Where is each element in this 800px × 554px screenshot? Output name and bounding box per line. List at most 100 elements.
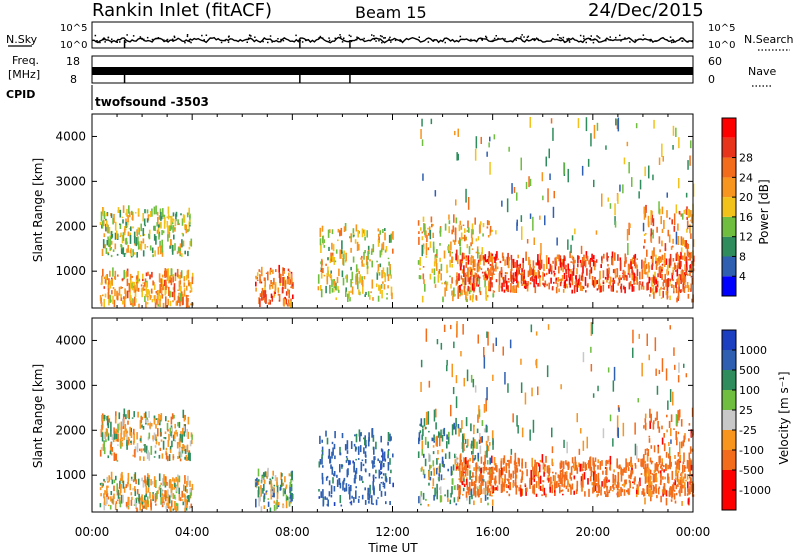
- heatmap-cell: [320, 243, 322, 253]
- heatmap-cell: [110, 429, 112, 437]
- heatmap-cell: [105, 218, 107, 221]
- heatmap-cell: [602, 470, 604, 475]
- heatmap-cell: [474, 483, 477, 489]
- heatmap-cell: [664, 273, 666, 283]
- heatmap-cell: [190, 282, 192, 289]
- heatmap-cell: [177, 219, 179, 224]
- heatmap-cell: [549, 486, 551, 493]
- heatmap-cell: [667, 464, 669, 470]
- heatmap-cell: [581, 272, 584, 278]
- heatmap-cell: [608, 459, 611, 463]
- heatmap-cell: [146, 218, 149, 223]
- heatmap-cell: [268, 481, 271, 485]
- heatmap-cell: [364, 500, 367, 505]
- heatmap-cell: [127, 231, 130, 237]
- heatmap-cell: [151, 290, 153, 294]
- heatmap-cell: [452, 387, 455, 395]
- heatmap-cell: [463, 483, 465, 486]
- heatmap-cell: [163, 477, 165, 486]
- heatmap-cell: [121, 216, 124, 219]
- heatmap-cell: [661, 358, 664, 372]
- heatmap-cell: [555, 279, 557, 284]
- heatmap-cell: [383, 272, 385, 278]
- heatmap-cell: [467, 255, 470, 265]
- heatmap-cell: [486, 444, 488, 452]
- heatmap-cell: [673, 428, 675, 430]
- heatmap-cell: [451, 277, 453, 284]
- heatmap-cell: [477, 266, 480, 272]
- heatmap-cell: [339, 495, 342, 504]
- heatmap-cell: [120, 244, 122, 248]
- noise-search-point: [348, 34, 351, 37]
- heatmap-cell: [472, 481, 474, 486]
- heatmap-cell: [453, 341, 455, 349]
- heatmap-cell: [451, 257, 454, 261]
- heatmap-cell: [576, 484, 578, 492]
- heatmap-cell: [321, 439, 323, 443]
- heatmap-cell: [649, 420, 651, 429]
- heatmap-cell: [162, 478, 164, 487]
- colorbar-swatch: [722, 350, 736, 370]
- heatmap-cell: [366, 266, 369, 275]
- heatmap-cell: [600, 264, 602, 268]
- noise-search-point: [249, 34, 251, 37]
- heatmap-cell: [120, 484, 122, 494]
- heatmap-cell: [387, 462, 390, 471]
- heatmap-cell: [108, 504, 110, 507]
- heatmap-cell: [137, 411, 139, 418]
- heatmap-cell: [121, 287, 123, 289]
- heatmap-cell: [122, 414, 125, 424]
- heatmap-cell: [492, 438, 494, 450]
- heatmap-cell: [350, 441, 353, 449]
- heatmap-cell: [153, 478, 156, 488]
- heatmap-cell: [147, 295, 149, 298]
- heatmap-cell: [114, 232, 117, 240]
- noise-search-point: [201, 34, 203, 37]
- heatmap-cell: [549, 483, 551, 489]
- heatmap-cell: [622, 184, 624, 194]
- noise-search-point: [155, 37, 157, 40]
- heatmap-cell: [144, 296, 146, 302]
- heatmap-cell: [378, 233, 380, 237]
- heatmap-cell: [441, 449, 444, 453]
- heatmap-cell: [470, 282, 472, 286]
- heatmap-cell: [374, 456, 376, 460]
- heatmap-cell: [613, 280, 616, 284]
- heatmap-cell: [490, 473, 493, 479]
- heatmap-cell: [648, 488, 650, 497]
- heatmap-cell: [168, 482, 171, 486]
- heatmap-cell: [157, 418, 159, 426]
- heatmap-cell: [589, 457, 591, 463]
- heatmap-cell: [453, 214, 455, 223]
- heatmap-cell: [602, 428, 605, 439]
- heatmap-cell: [668, 490, 671, 497]
- heatmap-cell: [677, 277, 679, 281]
- heatmap-cell: [278, 501, 280, 506]
- heatmap-cell: [363, 276, 366, 280]
- heatmap-cell: [460, 275, 463, 280]
- heatmap-cell: [657, 420, 659, 429]
- heatmap-cell: [114, 221, 117, 231]
- heatmap-cell: [646, 464, 649, 469]
- heatmap-cell: [471, 248, 474, 250]
- heatmap-cell: [259, 298, 261, 307]
- heatmap-cell: [367, 291, 370, 297]
- heatmap-cell: [106, 429, 108, 432]
- heatmap-cell: [673, 493, 676, 500]
- heatmap-cell: [131, 303, 133, 306]
- heatmap-cell: [376, 272, 379, 280]
- heatmap-cell: [325, 430, 327, 437]
- heatmap-cell: [641, 458, 644, 467]
- heatmap-cell: [158, 233, 160, 240]
- heatmap-cell: [180, 451, 183, 458]
- heatmap-cell: [690, 251, 692, 259]
- heatmap-cell: [101, 248, 104, 256]
- noise-search-point: [669, 36, 672, 38]
- heatmap-cell: [630, 473, 632, 480]
- heatmap-cell: [648, 165, 650, 179]
- heatmap-cell: [491, 499, 494, 506]
- heatmap-cell: [262, 297, 265, 301]
- heatmap-cell: [112, 495, 115, 503]
- heatmap-cell: [357, 268, 359, 272]
